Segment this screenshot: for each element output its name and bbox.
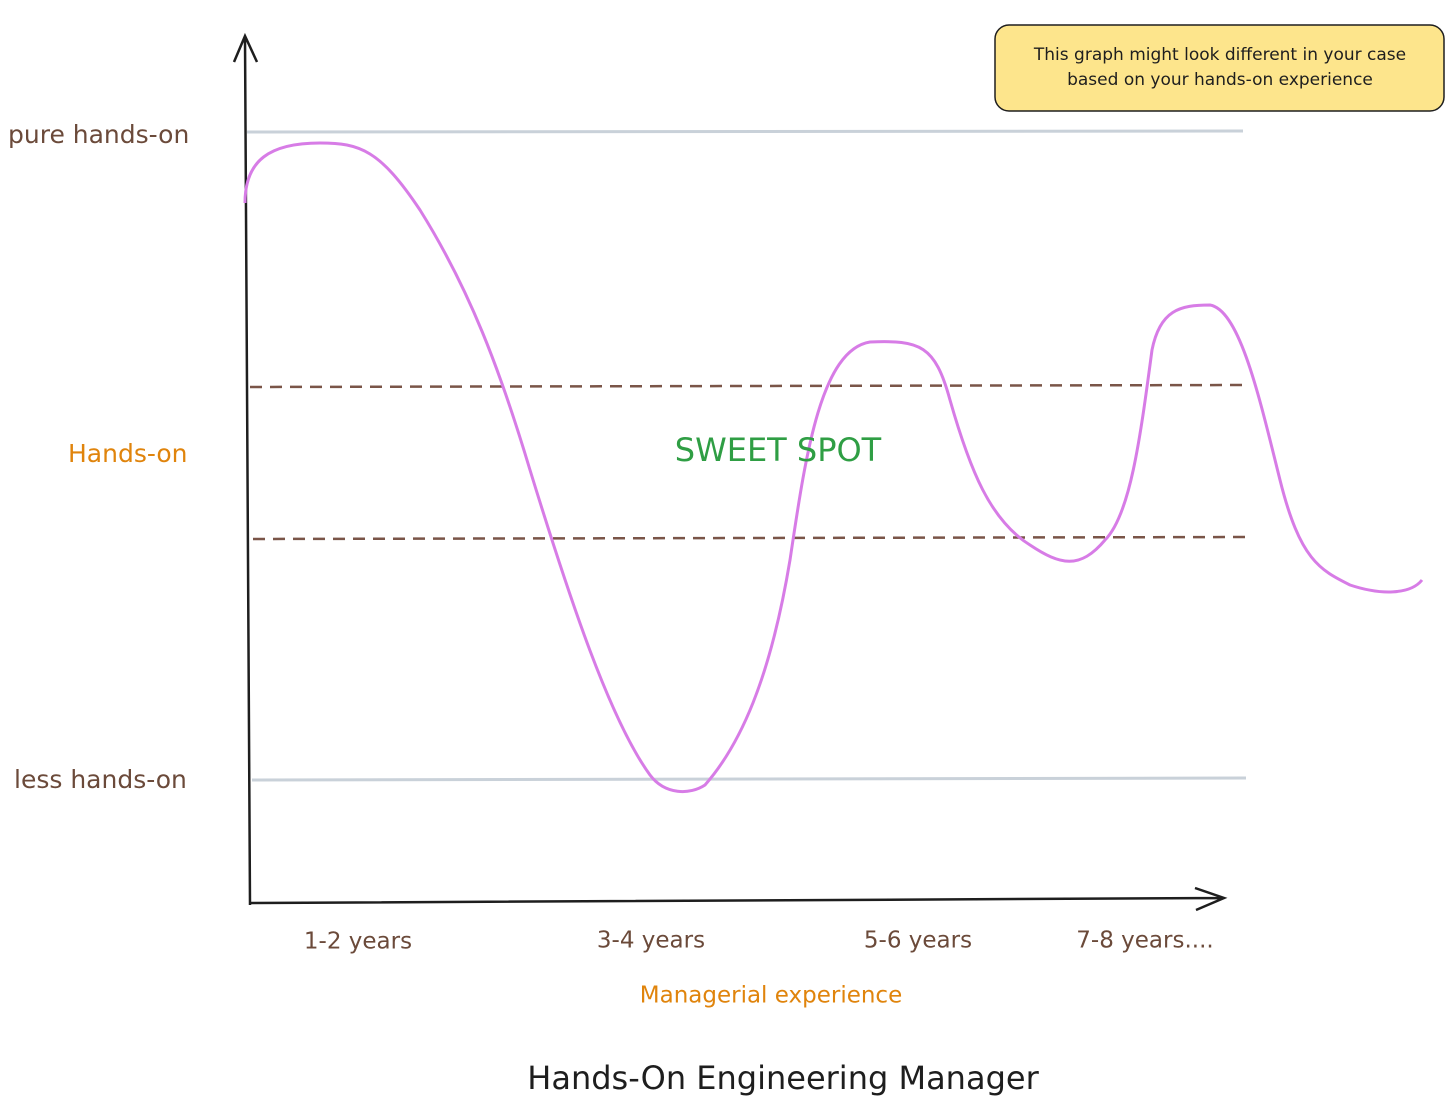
- note-line: based on your hands-on experience: [1067, 70, 1373, 90]
- zone-label: SWEET SPOT: [675, 431, 882, 469]
- x-label: 1-2 years: [304, 929, 412, 955]
- x-label: 5-6 years: [864, 928, 972, 954]
- title: Hands-On Engineering Manager: [527, 1059, 1039, 1097]
- note-line: This graph might look different in your …: [1033, 45, 1406, 65]
- zone-lower-line: [252, 535, 1249, 541]
- note-box: [994, 24, 1445, 112]
- zone-upper-line: [249, 383, 1246, 389]
- y-label: less hands-on: [14, 765, 187, 794]
- y-label: pure hands-on: [8, 120, 189, 149]
- y-axis: [232, 32, 259, 906]
- trend-curve: [243, 141, 1424, 794]
- x-axis: [249, 886, 1228, 912]
- bottom-line: [251, 776, 1247, 782]
- top-line: [246, 129, 1244, 134]
- x-axis-label: Managerial experience: [640, 983, 902, 1009]
- x-label: 7-8 years....: [1076, 928, 1213, 954]
- x-label: 3-4 years: [597, 928, 705, 954]
- y-label: Hands-on: [68, 439, 187, 468]
